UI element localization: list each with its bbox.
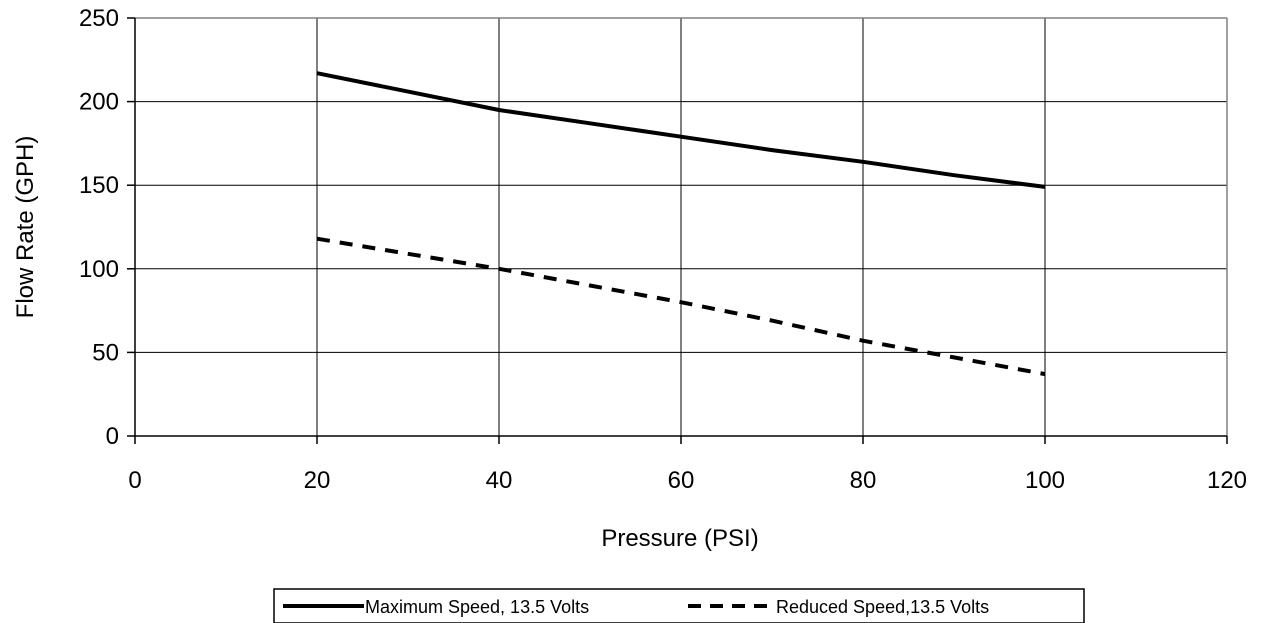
- x-tick-label: 0: [128, 467, 141, 494]
- y-tick-label: 0: [106, 423, 119, 450]
- y-tick-label: 50: [92, 339, 119, 366]
- y-tick-label: 150: [79, 172, 119, 199]
- x-tick-label: 120: [1207, 467, 1247, 494]
- x-tick-label: 60: [668, 467, 695, 494]
- axes: [127, 17, 1228, 444]
- y-axis-title: Flow Rate (GPH): [12, 136, 39, 319]
- series-line-reduced-speed: [316, 236, 1046, 377]
- x-tick-label: 40: [486, 467, 513, 494]
- legend-box: [273, 588, 1085, 623]
- legend-label-reduced-speed: Reduced Speed,13.5 Volts: [776, 597, 989, 617]
- x-tick-label: 100: [1025, 467, 1065, 494]
- x-tick-label: 80: [850, 467, 877, 494]
- legend-label-maximum-speed: Maximum Speed, 13.5 Volts: [365, 597, 589, 617]
- gridlines: [135, 17, 1228, 436]
- y-tick-label: 200: [79, 89, 119, 116]
- series-line-maximum-speed: [316, 71, 1046, 189]
- y-tick-label: 250: [79, 5, 119, 32]
- legend: Maximum Speed, 13.5 Volts Reduced Speed,…: [273, 588, 1085, 623]
- series-lines: [316, 71, 1046, 377]
- x-tick-label: 20: [304, 467, 331, 494]
- x-axis-title: Pressure (PSI): [601, 525, 758, 552]
- y-tick-label: 100: [79, 256, 119, 283]
- tick-labels: 0 50 100 150 200 250 0 20 40 60 80 100 120: [79, 5, 1247, 494]
